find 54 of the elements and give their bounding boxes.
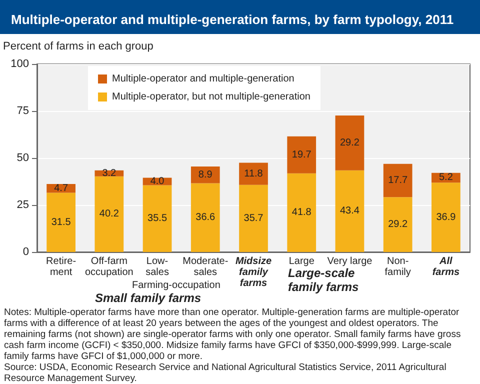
text: Notes: Multiple-operator farms have more than one operator. Multiple-generation farms are multiple-operator farms with a difference of at least 20 years between the ages of the youngest and oldest operators. The remaining farms (not shown) are single-operator farms with only one operator. Small family farms have gross cash farm income (GCFI) < $350,000. Midsize family farms have GFCI of $350,000-$999,999. Large-scale family farms have GFCI of $1,000,000 or more. bbox=[4, 307, 464, 362]
x-tick-label: All farms bbox=[432, 256, 460, 278]
bar bbox=[239, 162, 268, 185]
x-tick-label: Non- family bbox=[384, 256, 411, 278]
x-tick-label: Moderate- sales bbox=[182, 256, 228, 278]
bar bbox=[335, 116, 364, 170]
y-tick-label: 50 bbox=[16, 152, 29, 164]
data-label: 35.5 bbox=[148, 213, 168, 224]
data-label: 29.2 bbox=[340, 137, 360, 148]
x-tick-label: Retire- ment bbox=[46, 256, 76, 278]
bar bbox=[335, 170, 364, 252]
x-tick-label: Low- sales bbox=[146, 256, 169, 278]
data-label: 41.8 bbox=[292, 207, 312, 218]
bar bbox=[287, 173, 316, 252]
x-tick-label: Off-farm occupation bbox=[84, 256, 134, 278]
data-label: 29.2 bbox=[388, 219, 408, 230]
data-label: 36.9 bbox=[436, 212, 456, 223]
y-axis-title: Percent of farms in each group bbox=[3, 40, 154, 52]
legend-label: Multiple-operator and multiple-generation bbox=[112, 74, 294, 84]
data-label: 4.7 bbox=[54, 182, 68, 194]
x-tick-label: Large bbox=[288, 256, 315, 267]
source-note: Source: USDA, Economic Research Service and National Agricultural Statistics Service, 2011 Agricultural Resource Management Survey. bbox=[4, 362, 449, 384]
bar bbox=[142, 185, 172, 252]
legend-label: Multiple-operator, but not multiple-generation bbox=[112, 92, 310, 102]
data-label: 3.2 bbox=[102, 168, 117, 179]
data-label: 4.0 bbox=[150, 176, 165, 187]
bar bbox=[239, 184, 268, 252]
data-label: 17.7 bbox=[388, 174, 408, 186]
data-label: 40.2 bbox=[99, 208, 120, 220]
text: Small family farms bbox=[95, 291, 202, 305]
data-label: 8.9 bbox=[198, 169, 213, 180]
x-tick-label: Midsize family farms bbox=[235, 256, 272, 289]
bar bbox=[94, 176, 124, 252]
y-tick-label: 100 bbox=[10, 58, 29, 70]
bar bbox=[432, 182, 460, 252]
data-label: 19.7 bbox=[292, 149, 312, 160]
bar bbox=[46, 192, 76, 252]
y-tick-label: 75 bbox=[16, 105, 29, 117]
data-label: 43.4 bbox=[340, 206, 360, 217]
y-tick-label: 25 bbox=[16, 199, 29, 211]
data-label: 31.5 bbox=[51, 216, 72, 228]
bar bbox=[383, 197, 412, 252]
text: Farming-occupation bbox=[132, 280, 220, 291]
text: Large-scale family farms bbox=[288, 266, 360, 294]
bar bbox=[287, 136, 316, 174]
data-label: 5.2 bbox=[438, 172, 454, 184]
data-label: 36.6 bbox=[196, 212, 216, 224]
data-label: 35.7 bbox=[244, 212, 264, 224]
x-tick-label: Very large bbox=[327, 256, 373, 267]
chart-title: Multiple-operator and multiple-generation farms, by farm typology, 2011 bbox=[11, 12, 454, 27]
bar bbox=[190, 183, 220, 252]
bar bbox=[383, 164, 412, 198]
y-tick-label: 0 bbox=[22, 246, 29, 258]
data-label: 11.8 bbox=[244, 168, 264, 180]
